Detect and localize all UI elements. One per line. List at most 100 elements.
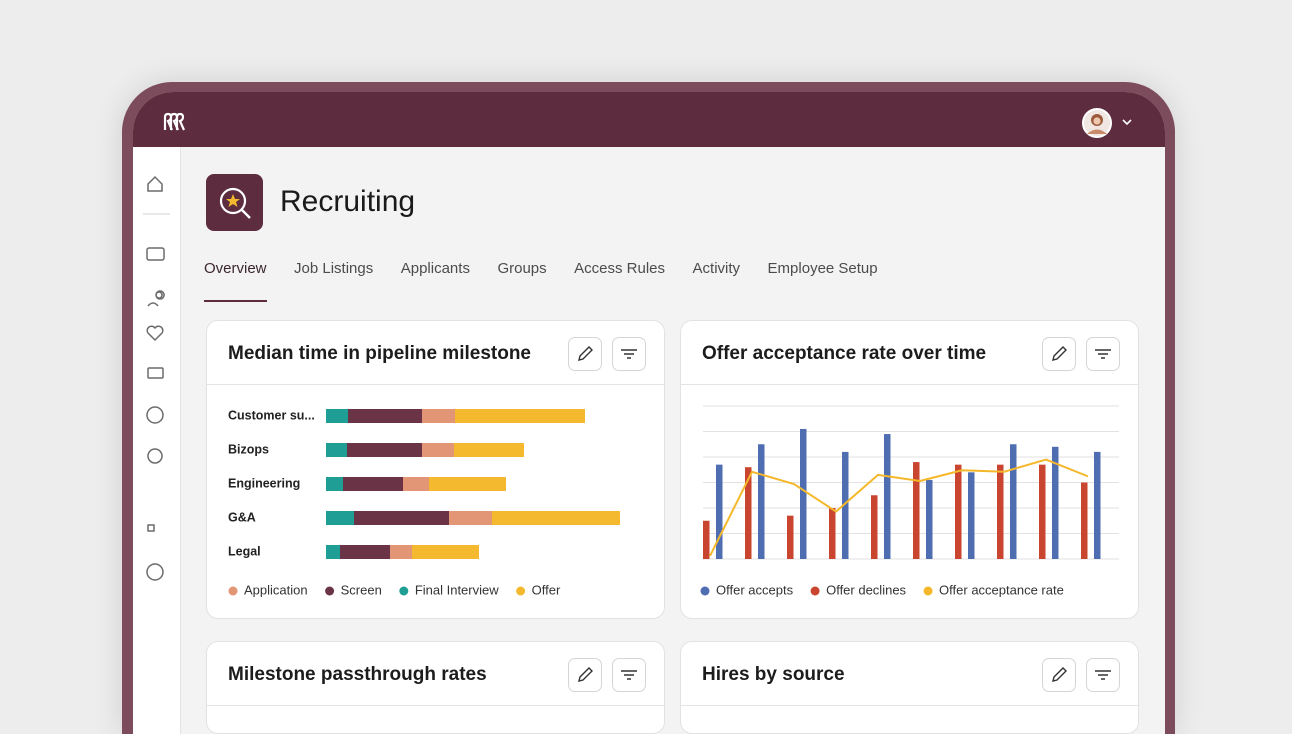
tab[interactable]: Job Listings xyxy=(294,260,374,277)
jobs-icon[interactable] xyxy=(146,247,165,261)
tab[interactable]: Groups xyxy=(497,260,547,277)
bar xyxy=(787,515,794,559)
legend-label: Offer xyxy=(532,582,561,597)
filter-button[interactable] xyxy=(612,337,646,371)
bar xyxy=(955,464,962,559)
filter-button[interactable] xyxy=(1086,658,1120,692)
benefits-icon[interactable] xyxy=(146,325,164,342)
bar-segment xyxy=(422,409,455,423)
bar xyxy=(1094,451,1101,559)
category-label: Engineering xyxy=(228,476,300,490)
category-label: Legal xyxy=(228,544,261,558)
button-icon xyxy=(1052,346,1067,361)
bar-segment xyxy=(403,477,429,491)
button-icon xyxy=(578,667,593,682)
bar-segment xyxy=(347,443,422,457)
logo[interactable] xyxy=(163,112,186,131)
legend-marker xyxy=(700,586,710,596)
chart: Customer su... Bizops Engineering G&A Legal A… xyxy=(228,408,620,597)
legend-marker xyxy=(228,586,238,596)
legend-marker xyxy=(516,586,526,596)
bar-segment xyxy=(326,409,348,423)
bar xyxy=(800,428,807,559)
tab-bar: Overview Job Listings Applicants Groups Acce… xyxy=(204,260,878,302)
bar-segment xyxy=(492,511,620,525)
bar-segment xyxy=(455,409,585,423)
bar xyxy=(1039,464,1046,559)
bar-segment xyxy=(326,443,347,457)
bar xyxy=(1081,482,1088,559)
account-menu-chevron[interactable] xyxy=(1122,119,1132,126)
sidebar-icons xyxy=(143,175,170,581)
bar-segment xyxy=(449,511,492,525)
people-icon[interactable] xyxy=(147,290,165,307)
card-divider xyxy=(681,384,1138,385)
card-title: Median time in pipeline milestone xyxy=(228,343,531,364)
bar-segment xyxy=(429,477,506,491)
legend-marker xyxy=(923,586,933,596)
bar xyxy=(745,467,752,559)
bar-segment xyxy=(422,443,454,457)
bar xyxy=(968,472,975,559)
bar xyxy=(997,464,1004,559)
button-icon xyxy=(1052,667,1067,682)
edit-button[interactable] xyxy=(1042,658,1076,692)
home-icon[interactable] xyxy=(147,175,163,192)
bar-segment xyxy=(412,545,479,559)
bar-segment xyxy=(326,511,354,525)
button-icon xyxy=(1095,670,1111,680)
tab[interactable]: Activity xyxy=(692,260,741,277)
tab[interactable]: Overview xyxy=(204,260,267,302)
bar xyxy=(913,462,920,559)
edit-button[interactable] xyxy=(568,658,602,692)
edit-button[interactable] xyxy=(568,337,602,371)
bar-segment xyxy=(354,511,449,525)
card-divider xyxy=(681,705,1138,706)
legend-label: Offer acceptance rate xyxy=(939,582,1064,597)
card: Milestone passthrough rates xyxy=(206,641,665,734)
top-bar-icons xyxy=(163,108,1132,138)
payroll-icon[interactable] xyxy=(146,406,164,424)
help-icon[interactable] xyxy=(146,563,164,581)
card-title: Offer acceptance rate over time xyxy=(702,343,987,364)
settings-icon[interactable] xyxy=(147,448,163,464)
legend-marker xyxy=(325,586,335,596)
card-divider xyxy=(207,705,664,706)
devices-icon[interactable] xyxy=(147,367,164,379)
card-divider xyxy=(207,384,664,385)
bar-segment xyxy=(454,443,524,457)
app-screen: Recruiting Overview Job Listings Applicant… xyxy=(133,92,1165,734)
tab[interactable]: Applicants xyxy=(400,260,470,277)
bar xyxy=(1010,444,1017,559)
card-title: Hires by source xyxy=(702,664,845,685)
button-icon xyxy=(621,349,637,359)
category-label: Customer su... xyxy=(228,408,315,422)
bar-segment xyxy=(390,545,412,559)
category-label: G&A xyxy=(228,510,256,524)
bar xyxy=(871,495,878,559)
edit-button[interactable] xyxy=(1042,337,1076,371)
top-bar xyxy=(133,92,1165,147)
button-icon xyxy=(578,346,593,361)
tab[interactable]: Access Rules xyxy=(574,260,666,277)
app-icon xyxy=(206,174,263,231)
legend-marker xyxy=(399,586,409,596)
tab[interactable]: Employee Setup xyxy=(767,260,878,277)
bar-segment xyxy=(340,545,390,559)
bar-segment xyxy=(348,409,422,423)
filter-button[interactable] xyxy=(1086,337,1120,371)
bar xyxy=(926,479,933,559)
bar xyxy=(758,444,765,559)
legend-label: Screen xyxy=(341,582,382,597)
filter-button[interactable] xyxy=(612,658,646,692)
button-icon xyxy=(1095,349,1111,359)
avatar[interactable] xyxy=(1082,108,1112,138)
category-label: Bizops xyxy=(228,442,269,456)
apps-icon[interactable] xyxy=(147,524,155,532)
card-title: Milestone passthrough rates xyxy=(228,664,487,685)
bar xyxy=(703,520,710,559)
page-title: Recruiting xyxy=(280,185,416,218)
bar xyxy=(884,434,891,559)
card: Hires by source xyxy=(680,641,1139,734)
